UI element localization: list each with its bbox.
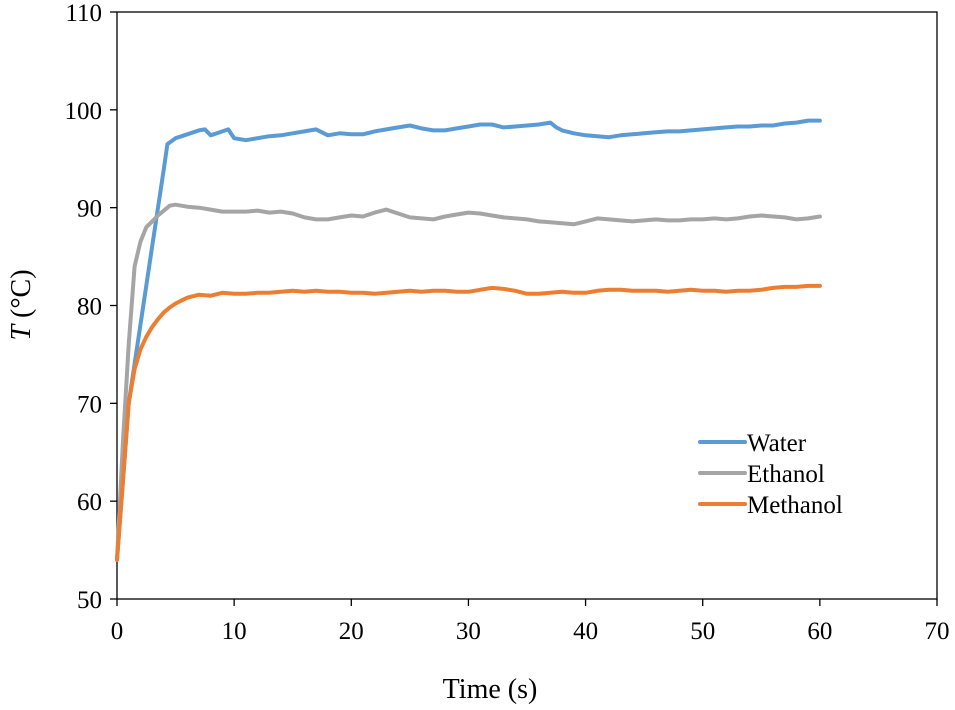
x-axis-title: Time (s)	[443, 674, 538, 705]
y-tick-label: 110	[65, 0, 102, 27]
y-tick-label: 90	[77, 196, 102, 223]
y-tick-label: 60	[77, 489, 102, 516]
y-axis-title-symbol: T	[6, 323, 37, 341]
x-tick-label: 10	[222, 618, 247, 645]
series-line-ethanol	[115, 202, 822, 562]
x-tick-label: 60	[807, 618, 832, 645]
legend-label-ethanol: Ethanol	[747, 461, 825, 488]
legend-label-water: Water	[747, 430, 807, 457]
x-tick-label: 30	[456, 618, 481, 645]
series-line-water	[115, 118, 822, 562]
y-tick-label: 100	[65, 98, 103, 125]
y-axis-title-unit: (°C)	[6, 269, 37, 325]
y-tick-label: 70	[77, 391, 102, 418]
legend-label-methanol: Methanol	[747, 492, 843, 519]
series-line-methanol	[115, 283, 822, 562]
x-tick-label: 40	[573, 618, 598, 645]
y-axis-title: T (°C)	[6, 269, 37, 340]
x-tick-label: 0	[111, 618, 124, 645]
x-tick-label: 70	[925, 618, 950, 645]
x-tick-label: 50	[690, 618, 715, 645]
y-tick-label: 80	[77, 294, 102, 321]
x-tick-label: 20	[339, 618, 364, 645]
y-tick-label: 50	[77, 587, 102, 614]
legend: Water Ethanol Methanol	[698, 430, 843, 519]
